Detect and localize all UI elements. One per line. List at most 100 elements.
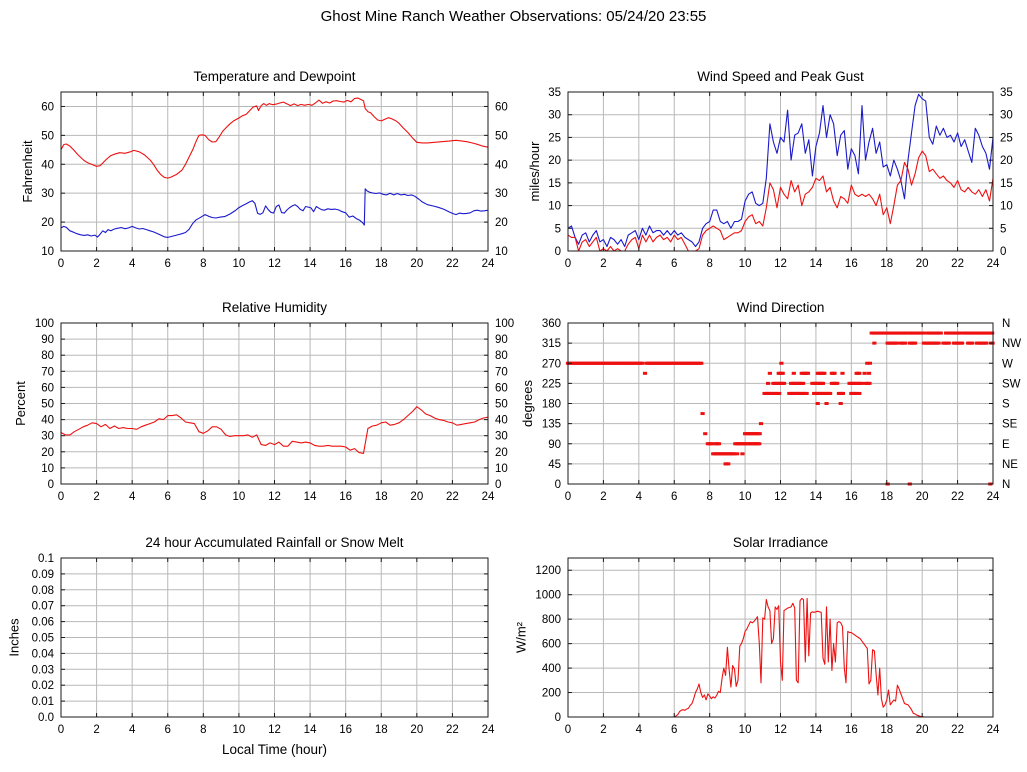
y-tick-label: 20: [41, 217, 54, 229]
x-tick-label: 4: [129, 491, 136, 503]
x-tick-label: 18: [880, 491, 893, 503]
scatter-point: [822, 371, 827, 375]
scatter-point: [757, 432, 762, 436]
scatter-point: [990, 331, 995, 335]
x-tick-label: 20: [410, 258, 423, 270]
scatter-point: [766, 381, 771, 385]
y-tick-label: 180: [542, 399, 561, 411]
y-tick-label: 0.05: [32, 633, 54, 645]
x-tick-label: 18: [375, 491, 388, 503]
y-tick-label-right: 90: [495, 334, 508, 346]
x-tick-label: 14: [810, 258, 823, 270]
scatter-point: [709, 442, 714, 446]
scatter-point: [872, 341, 877, 345]
scatter-point: [912, 341, 918, 345]
y-tick-label: 135: [542, 419, 561, 431]
x-tick-label: 6: [165, 258, 171, 270]
x-tick-label: 8: [706, 491, 712, 503]
x-tick-label: 0: [565, 258, 571, 270]
x-tick-label: 22: [951, 258, 964, 270]
scatter-point: [838, 402, 843, 405]
y-tick-label-right: 60: [495, 382, 508, 394]
y-tick-label-right: 20: [495, 217, 508, 229]
x-tick-label: 12: [774, 724, 787, 736]
y-tick-label: 30: [41, 431, 54, 443]
y-tick-label-right: 0: [1000, 246, 1006, 258]
y-tick-label: 0.01: [32, 696, 54, 708]
y-tick-label: 25: [548, 132, 561, 144]
x-tick-label: 2: [93, 724, 99, 736]
chart-title-solar-irradiance: Solar Irradiance: [733, 535, 828, 550]
x-tick-label: 20: [410, 491, 423, 503]
x-tick-label: 6: [671, 491, 677, 503]
scatter-point: [840, 391, 846, 395]
x-tick-label: 0: [58, 258, 64, 270]
chart-rainfall: 0 2 4 6 8 10 12 14 16 18 20 22 240.00.010.020.030.04…: [7, 535, 495, 757]
y-tick-label: 0.07: [32, 601, 54, 613]
y-tick-label: 30: [41, 188, 54, 200]
x-tick-label: 2: [93, 491, 99, 503]
page-title: Ghost Mine Ranch Weather Observations: 0…: [320, 8, 707, 25]
scatter-point: [642, 371, 648, 375]
x-tick-label: 18: [880, 724, 893, 736]
y-tick-label: 10: [41, 463, 54, 475]
scatter-point: [904, 331, 909, 335]
scatter-point: [781, 381, 787, 385]
x-tick-label: 0: [565, 491, 571, 503]
x-tick-label: 8: [706, 724, 712, 736]
scatter-point: [921, 331, 926, 335]
y-tick-label-right: 30: [495, 431, 508, 443]
y-tick-label: 60: [41, 382, 54, 394]
dewpoint-line: [60, 188, 489, 238]
wind-direction-points: [565, 331, 995, 486]
y-tick-label: 50: [41, 399, 54, 411]
x-tick-label: 24: [987, 258, 1000, 270]
scatter-point: [958, 331, 963, 335]
x-tick-label: 16: [339, 724, 352, 736]
x-tick-label: 4: [636, 258, 643, 270]
x-tick-label: 12: [774, 258, 787, 270]
y-tick-label: 0.1: [38, 553, 54, 565]
scatter-point: [767, 371, 772, 375]
y-tick-label: 0: [48, 479, 54, 491]
y-tick-label: 1200: [535, 565, 561, 577]
y-tick-label-right: 60: [495, 101, 508, 113]
y-tick-label-right: 70: [495, 366, 508, 378]
x-tick-label: 16: [845, 491, 858, 503]
y-tick-label: 315: [542, 338, 561, 350]
scatter-point: [640, 361, 645, 365]
ylabel-wind-speed-gust: miles/hour: [527, 141, 542, 202]
y-tick-label: 200: [542, 688, 561, 700]
x-tick-label: 2: [600, 491, 606, 503]
y-tick-label: 800: [542, 614, 561, 626]
scatter-point: [832, 371, 837, 375]
scatter-point: [840, 371, 845, 375]
y-tick-label-right: 50: [495, 399, 508, 411]
chart-title-wind-speed-gust: Wind Speed and Peak Gust: [697, 69, 864, 84]
y-tick-label: 600: [542, 639, 561, 651]
scatter-point: [946, 341, 951, 345]
y-tick-label: 0.08: [32, 585, 54, 597]
y-tick-label-right: 20: [495, 447, 508, 459]
scatter-point: [857, 391, 862, 395]
x-tick-label: 16: [845, 258, 858, 270]
y-tick-label: 0: [555, 479, 561, 491]
x-tick-label: 8: [200, 724, 206, 736]
x-tick-label: 10: [739, 491, 752, 503]
x-tick-label: 24: [482, 258, 495, 270]
x-tick-label: 22: [446, 491, 459, 503]
x-tick-label: 22: [446, 258, 459, 270]
x-tick-label: 24: [987, 724, 1000, 736]
scatter-point: [894, 341, 900, 345]
x-tick-label: 14: [810, 724, 823, 736]
x-tick-label: 16: [845, 724, 858, 736]
y-tick-label: 360: [542, 318, 561, 330]
y-tick-label: 70: [41, 366, 54, 378]
y-tick-label-right: 30: [495, 188, 508, 200]
y-tick-label-right: 10: [1000, 201, 1013, 213]
y-tick-label-right: 25: [1000, 132, 1013, 144]
